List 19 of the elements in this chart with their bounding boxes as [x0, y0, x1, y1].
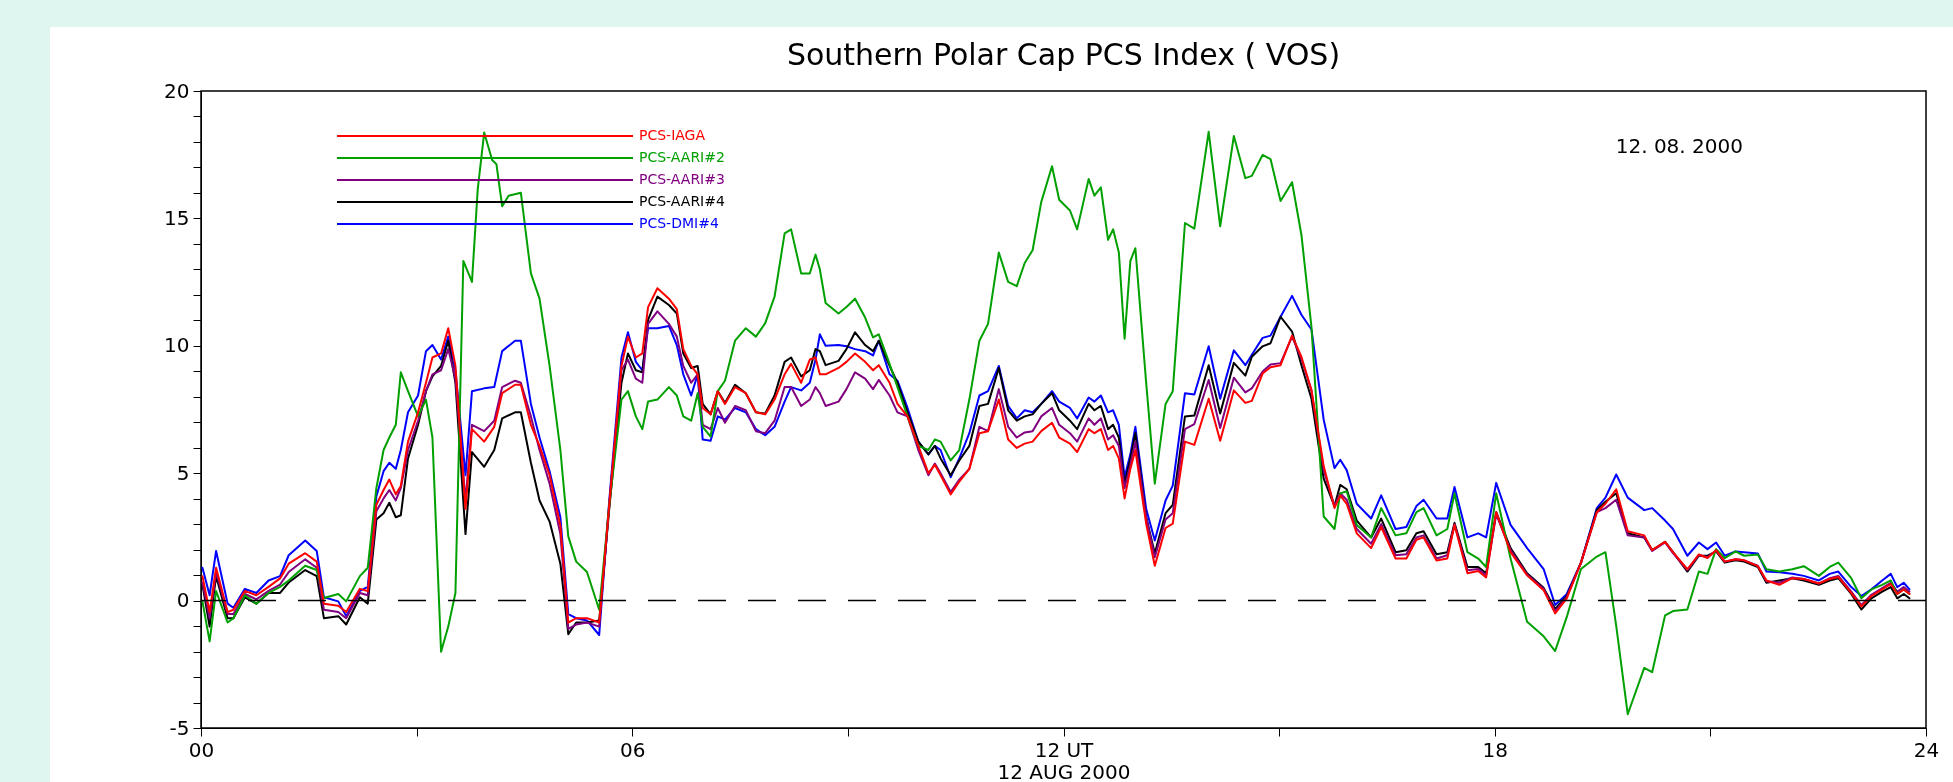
text: PCS-AARI#2: [639, 149, 725, 165]
text: PCS-DMI#4: [639, 215, 719, 231]
text: PCS-AARI#3: [639, 171, 725, 187]
x-tick-label: 00: [188, 737, 215, 762]
y-tick-label: 10: [164, 333, 190, 358]
text: PCS-IAGA: [639, 127, 706, 143]
annotation: 12. 08. 2000: [1615, 134, 1743, 158]
text: PCS-AARI#4: [639, 193, 725, 209]
x-axis-title: 12 AUG 2000: [997, 759, 1131, 782]
y-tick-label: -5: [169, 715, 190, 740]
y-tick-label: 15: [164, 205, 190, 230]
x-tick-label: 24: [1913, 737, 1940, 762]
y-tick-label: 5: [176, 460, 190, 485]
x-tick-label: 18: [1482, 737, 1508, 762]
chart-title: Southern Polar Cap PCS Index ( VOS): [786, 37, 1341, 72]
y-tick-label: 20: [164, 78, 190, 103]
x-tick-label: 06: [620, 737, 646, 762]
x-tick-label: 12 UT: [1034, 737, 1095, 762]
y-tick-label: 0: [176, 588, 190, 613]
